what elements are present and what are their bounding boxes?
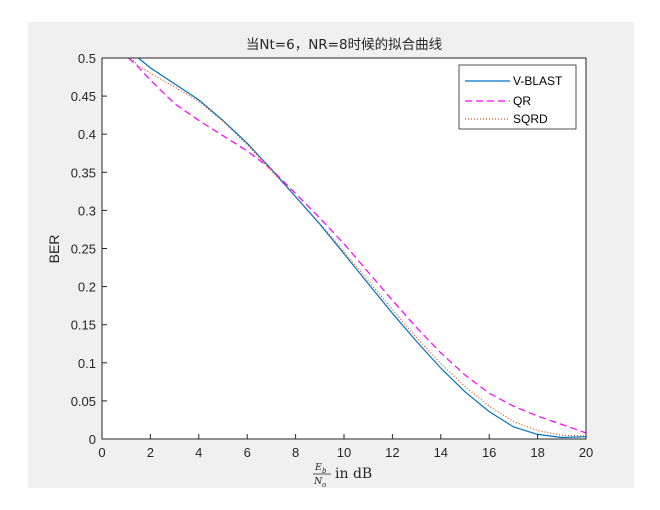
legend-label-vblast: V-BLAST bbox=[513, 74, 563, 88]
curves-layer bbox=[128, 57, 587, 439]
y-axis-label: BER bbox=[46, 235, 62, 264]
x-tick-label: 14 bbox=[434, 445, 448, 460]
x-tick-label: 12 bbox=[385, 445, 399, 460]
ticks-layer: 0 2 4 6 8 10 12 14 16 18 20 0 0.05 0.1 0.15 0.2 0.25 0.3 0… bbox=[71, 51, 594, 460]
y-tick-label: 0.1 bbox=[78, 356, 96, 371]
x-label-denominator: N bbox=[313, 476, 323, 487]
x-label-numerator: E bbox=[314, 462, 322, 473]
y-tick-label: 0.5 bbox=[78, 51, 96, 66]
y-tick-label: 0.45 bbox=[71, 89, 96, 104]
y-tick-label: 0.15 bbox=[71, 318, 96, 333]
x-label-suffix: in dB bbox=[335, 466, 372, 482]
y-tick-label: 0.2 bbox=[78, 280, 96, 295]
y-tick-label: 0.35 bbox=[71, 165, 96, 180]
y-tick-label: 0 bbox=[89, 432, 96, 447]
x-label-numerator-sub: b bbox=[322, 467, 327, 475]
y-tick-label: 0.25 bbox=[71, 242, 96, 257]
y-tick-label: 0.3 bbox=[78, 203, 96, 218]
x-tick-label: 4 bbox=[195, 445, 202, 460]
legend: V-BLAST QR SQRD bbox=[458, 64, 577, 130]
x-tick-label: 10 bbox=[337, 445, 351, 460]
legend-label-qr: QR bbox=[513, 94, 531, 108]
y-tick-label: 0.4 bbox=[78, 127, 96, 142]
y-tick-label: 0.05 bbox=[71, 394, 96, 409]
x-tick-label: 18 bbox=[530, 445, 544, 460]
x-tick-label: 6 bbox=[244, 445, 251, 460]
x-tick-label: 8 bbox=[292, 445, 299, 460]
x-tick-label: 20 bbox=[579, 445, 593, 460]
series-line-v-blast bbox=[137, 57, 587, 439]
x-label-denominator-sub: o bbox=[322, 481, 326, 489]
x-tick-label: 16 bbox=[482, 445, 496, 460]
legend-box bbox=[458, 64, 577, 130]
legend-label-sqrd: SQRD bbox=[513, 112, 548, 126]
chart-title: 当Nt=6，NR=8时候的拟合曲线 bbox=[246, 37, 442, 53]
x-tick-label: 2 bbox=[147, 445, 154, 460]
x-tick-label: 0 bbox=[98, 445, 105, 460]
x-axis-label: E b N o in dB bbox=[313, 462, 372, 489]
